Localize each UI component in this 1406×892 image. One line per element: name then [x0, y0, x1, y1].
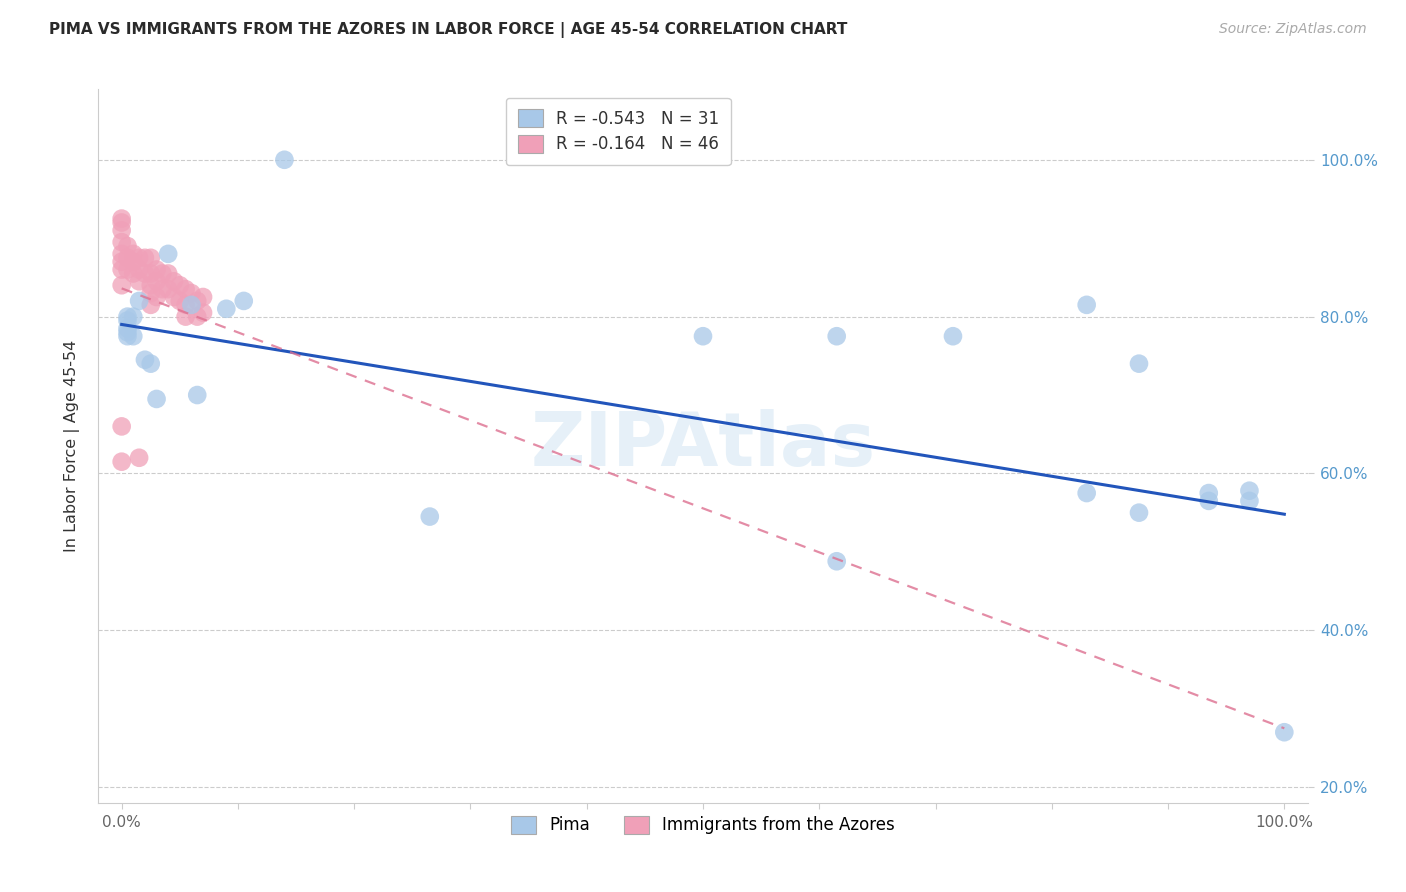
Point [139, 278, 162, 293]
Point [117, 313, 139, 327]
Point [117, 239, 139, 253]
Legend: Pima, Immigrants from the Azores: Pima, Immigrants from the Azores [505, 809, 901, 841]
Point [186, 310, 208, 324]
Point [122, 329, 145, 343]
Point [134, 352, 156, 367]
Text: Source: ZipAtlas.com: Source: ZipAtlas.com [1219, 22, 1367, 37]
Point [1239, 494, 1261, 508]
Point [692, 329, 714, 343]
Point [163, 274, 186, 288]
Point [1198, 494, 1220, 508]
Point [122, 310, 145, 324]
Point [215, 301, 238, 316]
Point [163, 290, 186, 304]
Point [1198, 486, 1220, 500]
Point [232, 293, 254, 308]
Point [128, 274, 150, 288]
Point [1128, 357, 1150, 371]
Point [111, 223, 134, 237]
Point [157, 247, 180, 261]
Point [117, 326, 139, 340]
Point [145, 262, 167, 277]
Point [157, 282, 180, 296]
Point [191, 306, 214, 320]
Point [122, 254, 145, 268]
Point [1076, 298, 1098, 312]
Point [122, 267, 145, 281]
Point [1076, 486, 1098, 500]
Point [111, 419, 134, 434]
Point [150, 267, 173, 281]
Point [186, 388, 208, 402]
Point [157, 267, 180, 281]
Point [825, 329, 848, 343]
Point [180, 298, 202, 312]
Point [825, 554, 848, 568]
Point [1239, 483, 1261, 498]
Point [191, 290, 214, 304]
Point [150, 282, 173, 296]
Point [117, 251, 139, 265]
Point [139, 298, 162, 312]
Point [139, 251, 162, 265]
Point [273, 153, 295, 167]
Point [128, 262, 150, 277]
Point [139, 286, 162, 301]
Point [139, 357, 162, 371]
Point [134, 251, 156, 265]
Point [169, 278, 191, 293]
Point [117, 329, 139, 343]
Point [111, 215, 134, 229]
Point [111, 278, 134, 293]
Point [169, 293, 191, 308]
Point [134, 267, 156, 281]
Point [174, 310, 197, 324]
Point [111, 247, 134, 261]
Point [117, 310, 139, 324]
Point [111, 235, 134, 249]
Point [145, 392, 167, 406]
Point [111, 262, 134, 277]
Point [117, 262, 139, 277]
Point [145, 290, 167, 304]
Point [111, 455, 134, 469]
Point [139, 267, 162, 281]
Point [117, 321, 139, 335]
Point [186, 293, 208, 308]
Point [111, 211, 134, 226]
Point [174, 298, 197, 312]
Point [1272, 725, 1295, 739]
Text: ZIPAtlas: ZIPAtlas [530, 409, 876, 483]
Text: PIMA VS IMMIGRANTS FROM THE AZORES IN LABOR FORCE | AGE 45-54 CORRELATION CHART: PIMA VS IMMIGRANTS FROM THE AZORES IN LA… [49, 22, 848, 38]
Point [942, 329, 965, 343]
Point [419, 509, 441, 524]
Point [180, 286, 202, 301]
Point [128, 450, 150, 465]
Point [128, 251, 150, 265]
Point [145, 274, 167, 288]
Point [128, 293, 150, 308]
Y-axis label: In Labor Force | Age 45-54: In Labor Force | Age 45-54 [65, 340, 80, 552]
Point [111, 254, 134, 268]
Point [122, 247, 145, 261]
Point [1128, 506, 1150, 520]
Point [174, 282, 197, 296]
